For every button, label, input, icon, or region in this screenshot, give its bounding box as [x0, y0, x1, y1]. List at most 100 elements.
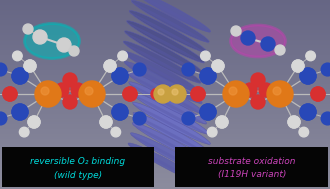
Circle shape — [104, 60, 116, 72]
Ellipse shape — [129, 12, 207, 54]
Circle shape — [200, 104, 216, 120]
Circle shape — [112, 104, 128, 120]
Ellipse shape — [133, 0, 211, 33]
Circle shape — [28, 116, 40, 128]
Circle shape — [231, 26, 241, 36]
Ellipse shape — [131, 2, 209, 43]
Circle shape — [300, 68, 316, 84]
Circle shape — [191, 87, 205, 101]
Circle shape — [28, 116, 40, 128]
Circle shape — [79, 81, 105, 107]
Circle shape — [0, 63, 7, 76]
Circle shape — [63, 73, 77, 87]
Circle shape — [111, 127, 120, 137]
Ellipse shape — [129, 82, 207, 124]
Circle shape — [112, 104, 128, 120]
Circle shape — [223, 81, 249, 107]
Ellipse shape — [124, 31, 202, 73]
Circle shape — [168, 85, 186, 103]
Circle shape — [3, 87, 17, 101]
Circle shape — [123, 87, 137, 101]
Ellipse shape — [131, 94, 209, 135]
Circle shape — [71, 83, 85, 97]
Circle shape — [12, 68, 28, 84]
Ellipse shape — [127, 21, 205, 63]
Ellipse shape — [124, 63, 202, 105]
Circle shape — [166, 88, 177, 100]
Circle shape — [133, 63, 146, 76]
Ellipse shape — [123, 53, 201, 94]
Ellipse shape — [123, 51, 201, 93]
Circle shape — [24, 60, 36, 72]
Circle shape — [288, 116, 300, 128]
Circle shape — [207, 127, 217, 137]
Circle shape — [200, 68, 216, 84]
Circle shape — [182, 63, 195, 76]
Circle shape — [13, 51, 22, 61]
Circle shape — [216, 116, 228, 128]
Ellipse shape — [125, 33, 202, 74]
Circle shape — [100, 116, 112, 128]
Circle shape — [133, 112, 146, 125]
Circle shape — [55, 83, 69, 97]
Circle shape — [300, 104, 316, 120]
Ellipse shape — [126, 72, 204, 114]
Circle shape — [212, 60, 224, 72]
Circle shape — [154, 85, 172, 103]
Ellipse shape — [126, 73, 204, 115]
Circle shape — [3, 87, 17, 101]
Ellipse shape — [24, 23, 80, 59]
Circle shape — [311, 87, 325, 101]
Circle shape — [243, 83, 257, 97]
Circle shape — [12, 104, 28, 120]
Ellipse shape — [129, 84, 207, 125]
Text: reversible O₂ binding: reversible O₂ binding — [30, 156, 125, 166]
Circle shape — [172, 89, 178, 95]
Ellipse shape — [132, 122, 210, 165]
Circle shape — [200, 68, 216, 84]
Circle shape — [100, 116, 112, 128]
Circle shape — [292, 60, 304, 72]
Circle shape — [251, 73, 265, 87]
Circle shape — [123, 87, 137, 101]
Circle shape — [69, 46, 79, 56]
Circle shape — [182, 112, 195, 125]
Ellipse shape — [133, 112, 211, 154]
Circle shape — [273, 87, 281, 95]
Circle shape — [299, 127, 309, 137]
Ellipse shape — [123, 43, 201, 84]
Circle shape — [0, 112, 7, 125]
FancyBboxPatch shape — [175, 147, 328, 187]
Circle shape — [12, 104, 28, 120]
Circle shape — [33, 30, 47, 44]
Ellipse shape — [133, 102, 211, 144]
Circle shape — [85, 87, 93, 95]
Circle shape — [288, 116, 300, 128]
Text: (wild type): (wild type) — [54, 170, 102, 180]
Circle shape — [292, 60, 304, 72]
Circle shape — [158, 89, 164, 95]
Circle shape — [57, 38, 71, 52]
Text: (I119H variant): (I119H variant) — [218, 170, 286, 180]
Circle shape — [267, 81, 293, 107]
Circle shape — [216, 116, 228, 128]
Circle shape — [311, 87, 325, 101]
Circle shape — [201, 51, 210, 61]
Ellipse shape — [133, 0, 211, 32]
Circle shape — [251, 95, 265, 109]
Circle shape — [321, 112, 330, 125]
Circle shape — [259, 83, 273, 97]
Circle shape — [321, 63, 330, 76]
Circle shape — [200, 104, 216, 120]
Circle shape — [212, 60, 224, 72]
Ellipse shape — [124, 61, 202, 103]
Circle shape — [112, 68, 128, 84]
Circle shape — [12, 68, 28, 84]
Circle shape — [118, 51, 127, 61]
Ellipse shape — [133, 104, 211, 145]
Circle shape — [35, 81, 61, 107]
Circle shape — [112, 68, 128, 84]
Ellipse shape — [128, 145, 206, 186]
FancyBboxPatch shape — [2, 147, 154, 187]
Circle shape — [19, 127, 29, 137]
